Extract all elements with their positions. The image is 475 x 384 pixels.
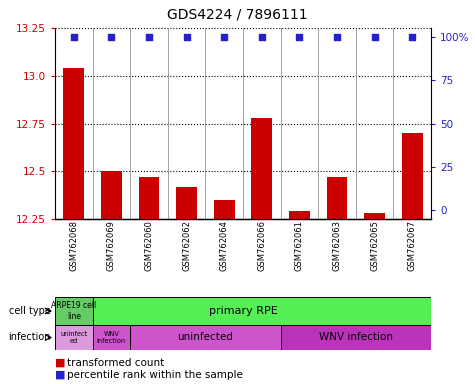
Text: ARPE19 cell
line: ARPE19 cell line xyxy=(51,301,96,321)
Text: cell type: cell type xyxy=(9,306,51,316)
Bar xyxy=(281,325,431,350)
Point xyxy=(408,34,416,40)
Point xyxy=(295,34,303,40)
Text: ■: ■ xyxy=(55,358,66,368)
Point xyxy=(333,34,341,40)
Bar xyxy=(327,177,347,219)
Bar xyxy=(64,68,84,219)
Point xyxy=(371,34,379,40)
Bar xyxy=(130,325,281,350)
Bar xyxy=(402,133,423,219)
Bar xyxy=(176,187,197,219)
Text: uninfect
ed: uninfect ed xyxy=(60,331,87,344)
Text: GDS4224 / 7896111: GDS4224 / 7896111 xyxy=(167,8,308,22)
Text: WNV
infection: WNV infection xyxy=(97,331,126,344)
Bar xyxy=(289,211,310,219)
Point xyxy=(258,34,266,40)
Bar xyxy=(139,177,159,219)
Text: infection: infection xyxy=(9,333,51,343)
Bar xyxy=(251,118,272,219)
Text: WNV infection: WNV infection xyxy=(319,333,393,343)
Text: primary RPE: primary RPE xyxy=(209,306,277,316)
Bar xyxy=(101,171,122,219)
Text: transformed count: transformed count xyxy=(67,358,164,368)
Bar xyxy=(214,200,235,219)
Bar xyxy=(364,213,385,219)
Point xyxy=(220,34,228,40)
Point xyxy=(145,34,153,40)
Text: uninfected: uninfected xyxy=(178,333,233,343)
Bar xyxy=(93,325,130,350)
Text: ■: ■ xyxy=(55,370,66,380)
Point xyxy=(70,34,77,40)
Text: percentile rank within the sample: percentile rank within the sample xyxy=(67,370,243,380)
Point xyxy=(108,34,115,40)
Bar xyxy=(55,297,93,325)
Bar xyxy=(55,325,93,350)
Point xyxy=(183,34,190,40)
